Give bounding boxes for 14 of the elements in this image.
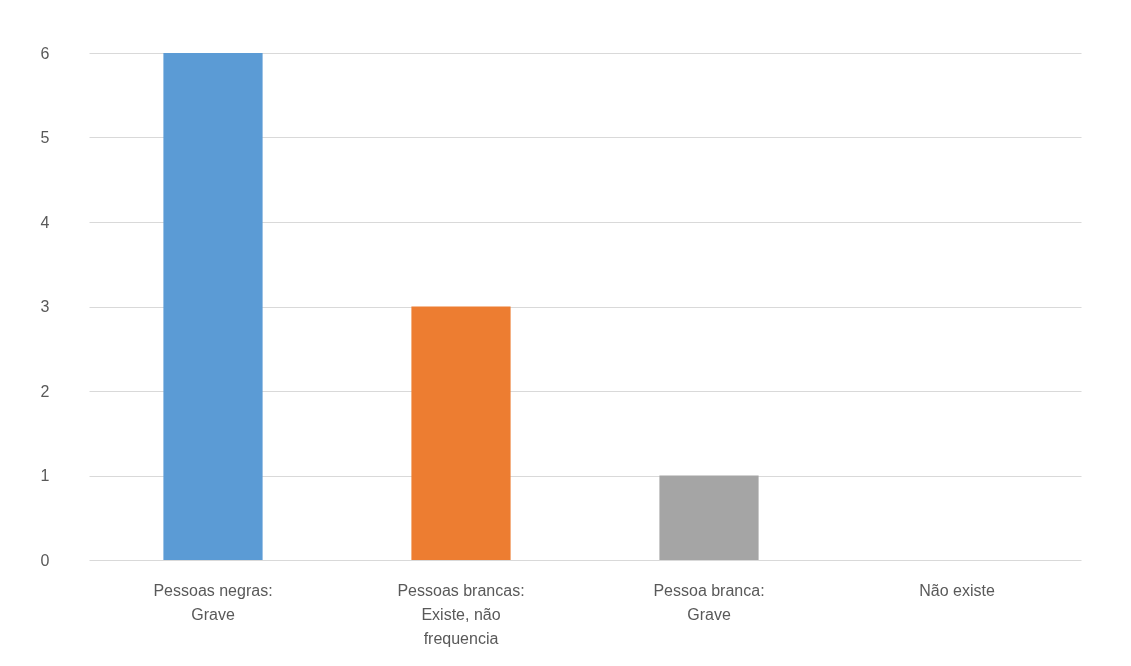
x-tick-label: Não existe bbox=[919, 581, 995, 599]
y-tick-label: 4 bbox=[40, 213, 50, 231]
bar bbox=[163, 53, 263, 560]
x-tick-label: Pessoa branca: Grave bbox=[653, 581, 765, 623]
y-tick-label: 6 bbox=[40, 44, 50, 62]
y-tick-label: 3 bbox=[40, 298, 50, 315]
y-tick-label: 2 bbox=[40, 382, 50, 400]
x-tick-label: Pessoas brancas: Existe, não frequencia bbox=[397, 581, 525, 647]
y-tick-label: 0 bbox=[40, 551, 50, 569]
bar bbox=[659, 475, 759, 560]
y-tick-label: 5 bbox=[40, 129, 50, 146]
x-tick-label: Pessoas negras: Grave bbox=[153, 581, 273, 623]
bar bbox=[411, 306, 511, 560]
y-tick-label: 1 bbox=[40, 467, 50, 484]
